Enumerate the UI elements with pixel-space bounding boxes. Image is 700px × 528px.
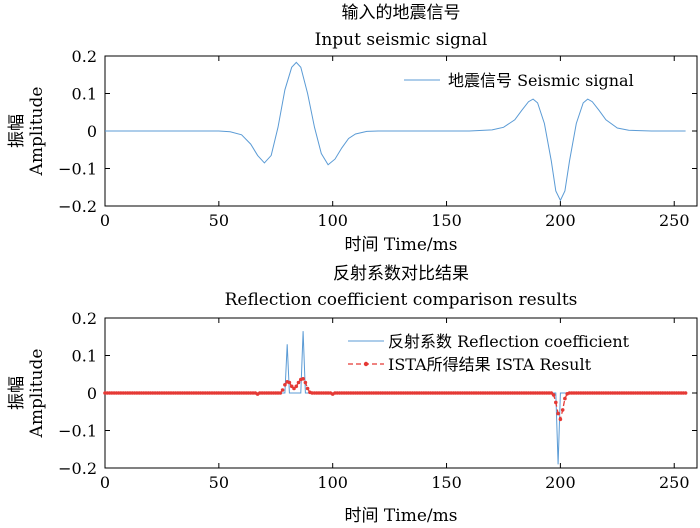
seismic-signal-chart: 输入的地震信号 Input seismic signal 0 50 100 150 20… (7, 3, 698, 255)
x-tick-label: 250 (659, 211, 690, 230)
x-tick-label: 100 (317, 211, 348, 230)
ista-point (558, 417, 563, 422)
ista-point (560, 408, 565, 412)
ista-point (287, 380, 292, 385)
seismic-signal-line (105, 61, 686, 202)
y-tick-label: −0.2 (58, 197, 97, 216)
y-axis-label: Amplitude (27, 87, 47, 177)
ista-point (556, 411, 560, 416)
x-tick-label: 0 (100, 211, 110, 230)
y-tick-label: 0.1 (72, 347, 97, 366)
legend: 地震信号 Seismic signal (404, 71, 634, 90)
legend-marker-ista (363, 361, 369, 367)
x-axis-label: 时间 Time/ms (345, 235, 458, 255)
x-tick-label: 200 (545, 473, 576, 492)
chart-subtitle: Reflection coefficient comparison result… (225, 290, 578, 310)
ista-markers (103, 377, 688, 422)
ista-point (292, 386, 296, 391)
y-axis-label: Amplitude (27, 349, 47, 439)
y-tick-label: 0 (87, 122, 97, 141)
chart-subtitle: Input seismic signal (315, 30, 488, 50)
y-tick-label: 0.2 (72, 309, 97, 328)
x-tick-label: 50 (209, 211, 229, 230)
ista-point (289, 384, 294, 389)
ticks-layer: 0 50 100 150 200 250 0.2 0.1 0 −0.1 −0.2 (58, 47, 697, 230)
legend-label-reflection: 反射系数 Reflection coefficient (388, 332, 630, 351)
y-tick-label: −0.1 (58, 160, 97, 179)
ista-result-line (105, 378, 686, 422)
ista-point (280, 388, 285, 392)
ista-point (283, 383, 287, 387)
y-tick-label: −0.1 (58, 422, 97, 441)
ista-point (551, 393, 556, 397)
ista-point (294, 384, 299, 389)
y-tick-label: −0.2 (58, 459, 97, 478)
ista-point (303, 380, 308, 385)
ticks-layer: 0 50 100 150 200 250 0.2 0.1 0 −0.1 −0.2 (58, 309, 697, 492)
x-tick-label: 250 (659, 473, 690, 492)
x-tick-label: 0 (100, 473, 110, 492)
ista-point (278, 391, 283, 395)
y-tick-label: 0 (87, 384, 97, 403)
ista-point (296, 380, 301, 385)
legend: 反射系数 Reflection coefficient ISTA所得结果 IST… (348, 332, 630, 374)
ista-point (301, 377, 305, 381)
y-axis-label-cn: 振幅 (7, 376, 27, 410)
ista-point (554, 400, 558, 405)
ista-point (305, 386, 310, 391)
reflection-comparison-chart: 反射系数对比结果 Reflection coefficient comparis… (7, 264, 698, 526)
legend-label-ista: ISTA所得结果 ISTA Result (388, 355, 592, 374)
y-axis-label-cn: 振幅 (7, 114, 27, 148)
x-tick-label: 150 (431, 211, 462, 230)
y-tick-label: 0.2 (72, 47, 97, 66)
legend-label-seismic: 地震信号 Seismic signal (448, 71, 634, 90)
reflection-coefficient-line (105, 331, 686, 465)
chart-title: 输入的地震信号 (342, 3, 461, 23)
chart-title: 反射系数对比结果 (333, 264, 469, 284)
x-tick-label: 150 (431, 473, 462, 492)
y-tick-label: 0.1 (72, 85, 97, 104)
ista-point (563, 396, 567, 401)
x-tick-label: 100 (317, 473, 348, 492)
x-tick-label: 50 (209, 473, 229, 492)
x-tick-label: 200 (545, 211, 576, 230)
x-axis-label: 时间 Time/ms (345, 506, 458, 526)
ista-point (683, 391, 688, 395)
